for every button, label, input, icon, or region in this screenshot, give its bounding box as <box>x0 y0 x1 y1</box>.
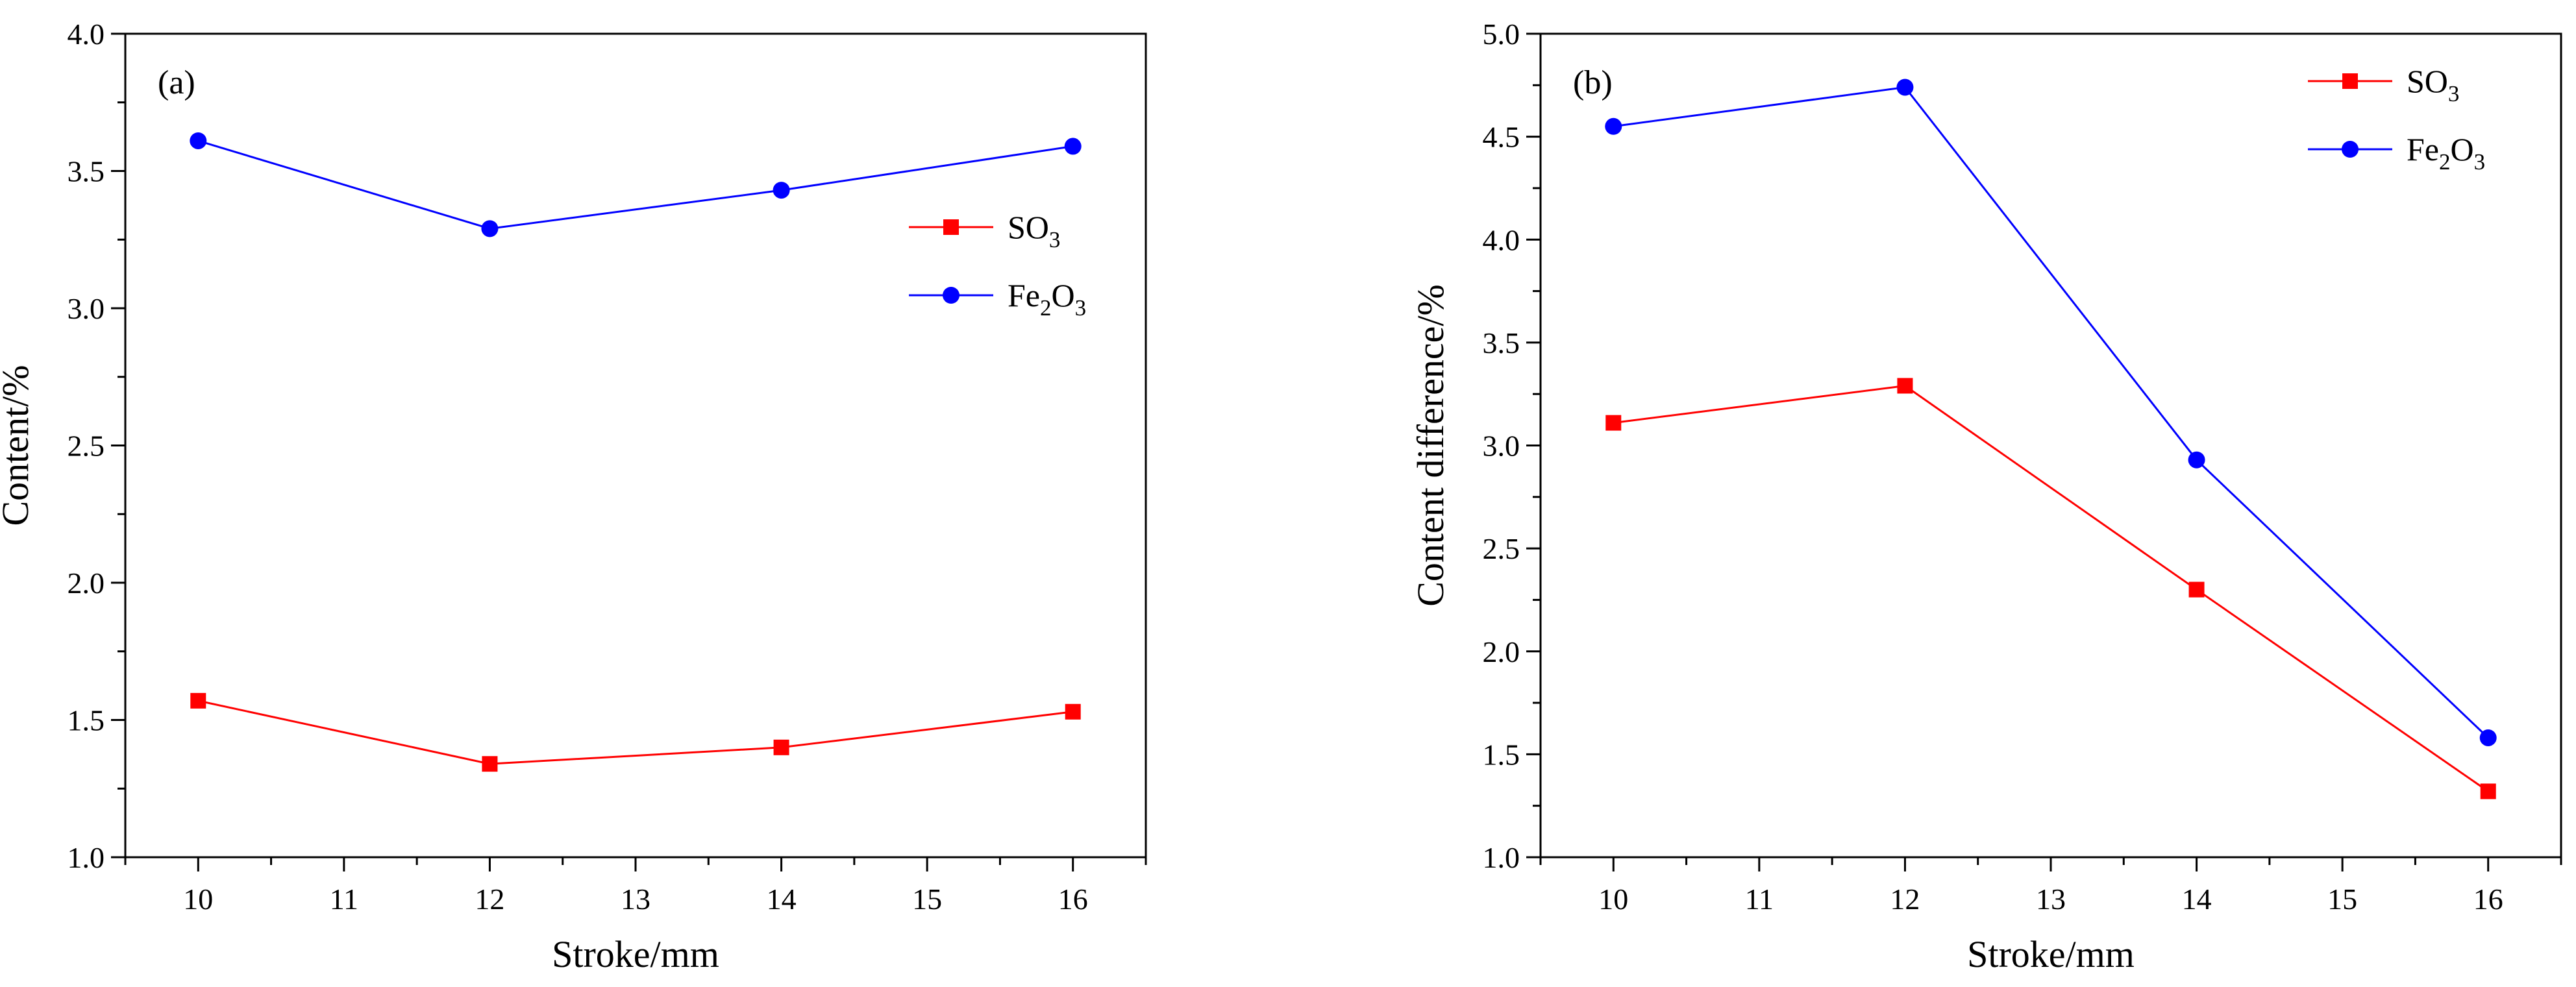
y-tick-label: 4.0 <box>1483 223 1520 256</box>
y-tick-label: 3.0 <box>68 292 105 325</box>
x-tick-label: 13 <box>621 883 650 916</box>
y-tick-label: 1.5 <box>1483 738 1520 771</box>
y-tick-label: 1.0 <box>68 841 105 874</box>
legend-label: SO3 <box>2407 63 2459 106</box>
data-point-so3 <box>482 756 498 772</box>
data-point-fe2o3 <box>2479 729 2497 746</box>
y-tick-label: 3.0 <box>1483 430 1520 463</box>
x-tick-label: 16 <box>1058 883 1088 916</box>
y-tick-label: 4.5 <box>1483 121 1520 154</box>
y-tick-label: 1.5 <box>68 704 105 737</box>
series-so3 <box>1605 378 2496 799</box>
data-point-fe2o3 <box>2188 451 2205 469</box>
x-tick-label: 15 <box>2327 883 2357 916</box>
data-point-fe2o3 <box>773 182 790 199</box>
chart-panel-b: 10 11 12 13 14 15 16 1.0 1.5 2.0 2.5 3.0 3.5 4.0 4.5 5.… <box>1409 18 2562 975</box>
y-axis-label: Content difference/% <box>1409 284 1452 607</box>
data-point-fe2o3 <box>481 220 499 238</box>
y-tick-label: 2.0 <box>68 567 105 600</box>
x-tick-label: 10 <box>183 883 213 916</box>
data-point-so3 <box>773 739 789 755</box>
data-point-so3 <box>2480 783 2496 799</box>
y-tick-label: 5.0 <box>1483 18 1520 51</box>
series-line-fe2o3 <box>1613 86 2489 739</box>
legend-marker <box>943 219 959 235</box>
data-point-fe2o3 <box>1896 79 1914 96</box>
y-tick-label: 1.0 <box>1483 841 1520 874</box>
x-tick-label: 11 <box>330 883 358 916</box>
x-tick-label: 16 <box>2473 883 2503 916</box>
legend-label: Fe2O3 <box>2407 131 2485 175</box>
legend-marker <box>2342 73 2358 89</box>
y-tick-label: 4.0 <box>68 18 105 51</box>
panel-label: (b) <box>1573 64 1613 101</box>
x-tick-label: 14 <box>2182 883 2212 916</box>
x-tick-label: 13 <box>2036 883 2066 916</box>
data-point-fe2o3 <box>190 132 207 149</box>
y-tick-label: 2.5 <box>1483 532 1520 565</box>
y-tick-label: 2.5 <box>68 430 105 463</box>
legend: SO3 Fe2O3 <box>909 209 1086 321</box>
legend-marker <box>2342 141 2359 158</box>
data-point-so3 <box>1605 415 1622 431</box>
series-line-so3 <box>1613 384 2489 792</box>
data-point-so3 <box>1065 703 1081 720</box>
legend-label: SO3 <box>1008 209 1060 252</box>
series-fe2o3 <box>1605 79 2497 746</box>
legend-label: Fe2O3 <box>1008 277 1086 321</box>
panel-label: (a) <box>158 64 195 101</box>
series-so3 <box>190 692 1081 772</box>
chart-panel-a: 10 11 12 13 14 15 16 1.0 1.5 2.0 2.5 3.0 3.5 4.0 Strok… <box>0 18 1147 975</box>
x-tick-label: 12 <box>1890 883 1920 916</box>
data-point-so3 <box>2188 581 2205 598</box>
x-axis-label: Stroke/mm <box>1967 933 2135 975</box>
x-tick-label: 15 <box>912 883 942 916</box>
x-tick-label: 11 <box>1745 883 1774 916</box>
series-line-so3 <box>197 700 1073 765</box>
series-fe2o3 <box>190 132 1082 238</box>
y-axis-label: Content/% <box>0 365 36 526</box>
data-point-fe2o3 <box>1064 138 1082 155</box>
x-tick-label: 12 <box>475 883 504 916</box>
plot-frame <box>124 32 1147 859</box>
data-point-fe2o3 <box>1605 117 1622 135</box>
data-point-so3 <box>190 692 206 709</box>
series-line-fe2o3 <box>197 140 1073 230</box>
data-point-so3 <box>1897 378 1913 394</box>
legend: SO3 Fe2O3 <box>2308 63 2485 175</box>
y-tick-label: 3.5 <box>1483 326 1520 359</box>
y-tick-label: 2.0 <box>1483 635 1520 668</box>
x-axis-label: Stroke/mm <box>552 933 719 975</box>
y-tick-label: 3.5 <box>68 155 105 188</box>
x-tick-label: 14 <box>767 883 797 916</box>
legend-marker <box>943 287 960 304</box>
x-tick-label: 10 <box>1598 883 1628 916</box>
